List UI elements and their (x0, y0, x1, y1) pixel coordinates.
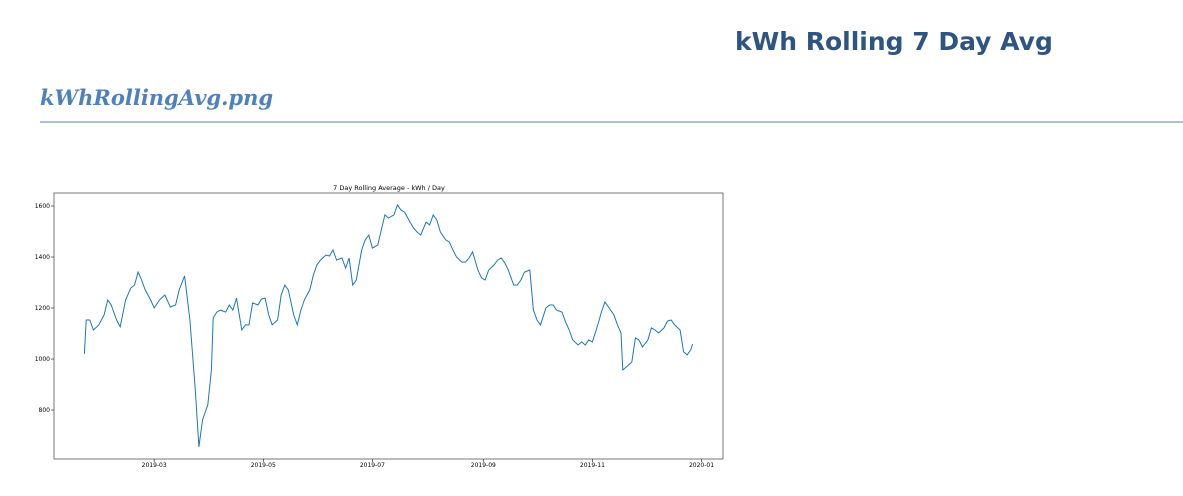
x-tick-label: 2019-05 (251, 462, 276, 469)
page-title: kWh Rolling 7 Day Avg (735, 27, 1053, 56)
x-tick-label: 2019-03 (142, 462, 167, 469)
x-tick-label: 2019-11 (580, 462, 605, 469)
x-tick-label: 2019-07 (360, 462, 385, 469)
y-tick-label: 1200 (35, 305, 50, 312)
x-tick-label: 2020-01 (689, 462, 714, 469)
chart-title: 7 Day Rolling Average - kWh / Day (333, 184, 445, 192)
y-tick-label: 800 (39, 407, 51, 414)
plot-frame (53, 192, 724, 460)
y-tick-label: 1000 (35, 356, 50, 363)
y-tick-label: 1400 (35, 254, 50, 261)
y-tick-label: 1600 (35, 203, 50, 210)
data-line (83, 203, 694, 448)
x-tick-label: 2019-09 (471, 462, 496, 469)
file-name: kWhRollingAvg.png (40, 85, 273, 110)
